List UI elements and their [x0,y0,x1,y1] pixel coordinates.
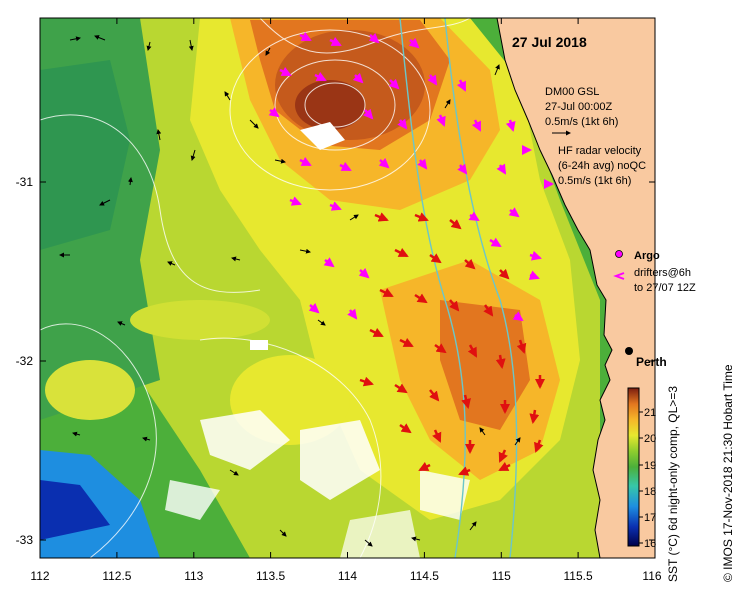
legend-gsl-line3: 0.5m/s (1kt 6h) [545,116,618,128]
colorbar-tick-label: 21 [644,407,656,419]
lon-tick-label: 113.5 [256,569,285,583]
colorbar-tick-label: 20 [644,433,656,445]
drifter-marker-icon [613,272,625,280]
axis-ticks [39,18,656,558]
colorbar-tick-label: 19 [644,460,656,472]
lat-tick-label: -32 [16,354,34,368]
map-date-title: 27 Jul 2018 [512,34,587,50]
legend-gsl-line2: 27-Jul 00:00Z [545,101,613,113]
legend-drifters-line2: to 27/07 12Z [634,282,696,294]
lon-tick-label: 115.5 [564,569,593,583]
lon-tick-labels: 112 112.5 113 113.5 114 114.5 115 115.5 … [30,569,661,583]
lon-tick-label: 114.5 [410,569,439,583]
city-perth: Perth [625,347,667,369]
legend-drifters-line1: drifters@6h [634,267,691,279]
legend-gsl-line1: DM00 GSL [545,86,599,98]
land [496,17,656,559]
lon-tick-label: 112 [30,569,49,583]
lon-tick-label: 115 [492,569,511,583]
lat-tick-label: -33 [16,533,34,547]
colorbar-tick-label: 16 [644,538,656,550]
colorbar-tick-label: 17 [644,512,656,524]
hf-radar-arrows [268,31,542,322]
legend-argo: Argo [615,250,660,262]
legend-drifters: drifters@6h to 27/07 12Z [613,267,696,294]
hf-radar-red-arrows [359,212,545,476]
legend-hf: HF radar velocity (6-24h avg) noQC 0.5m/… [522,145,646,189]
lon-tick-label: 112.5 [102,569,131,583]
colorbar-tick-label: 18 [644,486,656,498]
colorbar: 21 20 19 18 17 16 [627,387,656,550]
city-marker-icon [625,347,633,355]
lon-tick-label: 113 [184,569,203,583]
lon-tick-label: 114 [338,569,357,583]
lat-tick-labels: -31 -32 -33 [16,175,34,547]
legend-gsl: DM00 GSL 27-Jul 00:00Z 0.5m/s (1kt 6h) [545,86,618,136]
legend-hf-line3: 0.5m/s (1kt 6h) [558,175,631,187]
city-label: Perth [636,355,667,369]
gsl-arrows [59,35,521,547]
legend-argo-label: Argo [634,250,660,262]
colorbar-ramp [627,387,640,547]
argo-marker-icon [615,250,623,258]
legend-hf-line1: HF radar velocity [558,145,642,157]
credit-text: © IMOS 17-Nov-2018 21:30 Hobart Time [721,364,735,582]
lon-tick-label: 116 [642,569,661,583]
colorbar-title: SST (°C) 6d night-only comp, QL>=3 [666,386,680,582]
lat-tick-label: -31 [16,175,34,189]
legend-hf-line2: (6-24h avg) noQC [558,160,646,172]
